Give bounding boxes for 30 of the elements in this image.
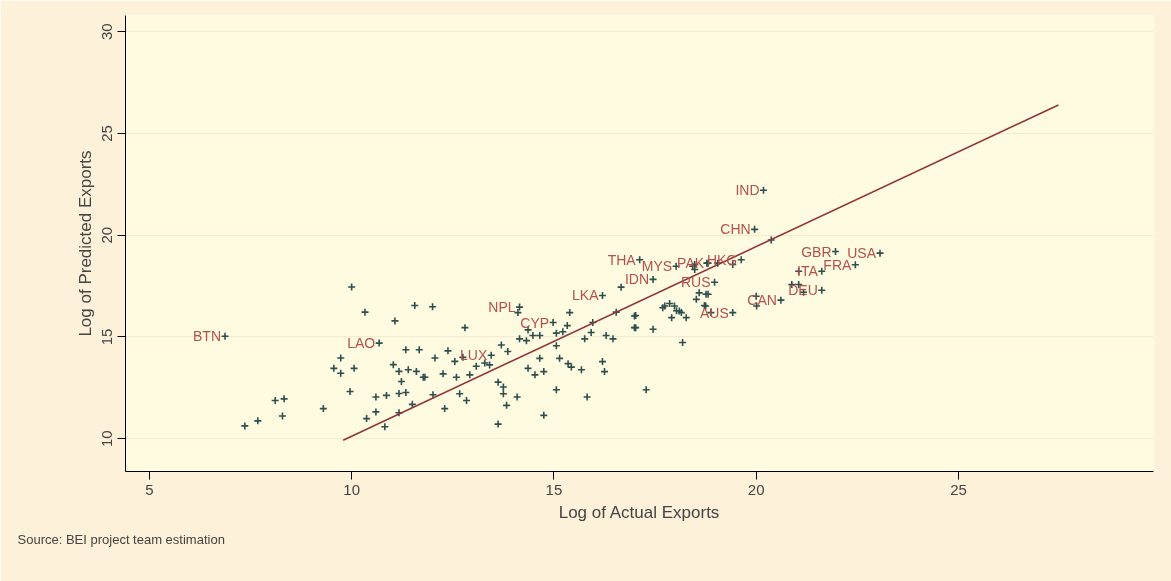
annotation: GBR — [801, 243, 832, 260]
x-tick-label: 5 — [145, 480, 154, 498]
annotation: CYP — [520, 314, 550, 331]
annotation: CAN — [747, 292, 777, 309]
annotation: ITA — [797, 263, 819, 280]
annotation: CHN — [720, 221, 751, 238]
x-tick-label: 10 — [343, 480, 360, 498]
y-tick-label: 25 — [98, 125, 116, 142]
x-tick-label: 20 — [747, 480, 765, 498]
annotation: NPL — [488, 299, 516, 316]
annotation: IND — [735, 182, 760, 199]
x-axis-title: Log of Actual Exports — [558, 502, 720, 522]
y-axis-title: Log of Predicted Exports — [75, 150, 95, 337]
annotation: DEU — [788, 282, 818, 299]
annotation: PAK — [677, 255, 705, 272]
annotation: RUS — [680, 274, 711, 291]
source-note: Source: BEI project team estimation — [17, 531, 225, 547]
annotation: BTN — [193, 328, 222, 345]
y-tick-label: 15 — [98, 328, 116, 346]
y-tick-label: 20 — [98, 226, 116, 244]
x-tick-label: 15 — [545, 480, 563, 498]
annotation: LUX — [459, 347, 488, 364]
annotation: LKA — [572, 287, 600, 304]
y-tick-label: 10 — [98, 430, 116, 448]
annotation: THA — [607, 251, 637, 268]
y-tick-label: 30 — [98, 23, 116, 41]
annotation: USA — [847, 245, 877, 262]
annotation: AUS — [699, 304, 729, 321]
x-tick-label: 25 — [950, 480, 967, 498]
annotation: LAO — [347, 335, 376, 352]
